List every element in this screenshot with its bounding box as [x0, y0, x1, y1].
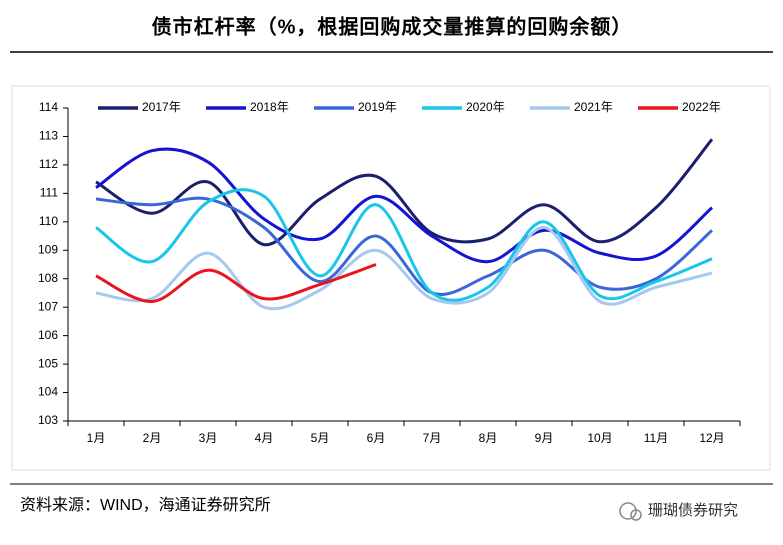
x-tick-label: 12月 — [699, 431, 724, 445]
chart-frame — [11, 85, 771, 471]
y-tick-label: 110 — [39, 214, 58, 228]
legend-label: 2019年 — [358, 100, 397, 114]
chart-title: 债市杠杆率（%，根据回购成交量推算的回购余额） — [152, 14, 633, 38]
y-tick-label: 114 — [39, 100, 58, 114]
x-tick-label: 5月 — [311, 431, 330, 445]
legend-label: 2017年 — [142, 100, 181, 114]
series-line — [95, 263, 377, 303]
x-tick-label: 7月 — [423, 431, 442, 445]
x-tick-label: 3月 — [199, 431, 218, 445]
legend-label: 2018年 — [250, 100, 289, 114]
legend-label: 2022年 — [682, 100, 721, 114]
y-tick-label: 112 — [39, 157, 58, 171]
x-tick-label: 6月 — [367, 431, 386, 445]
y-tick-label: 107 — [38, 299, 58, 313]
series-line — [95, 138, 714, 247]
x-tick-label: 4月 — [255, 431, 274, 445]
y-tick-label: 109 — [38, 242, 58, 256]
legend-label: 2020年 — [466, 100, 505, 114]
legend-label: 2021年 — [574, 100, 613, 114]
x-tick-label: 2月 — [143, 431, 162, 445]
y-tick-label: 108 — [38, 271, 58, 285]
x-tick-label: 1月 — [87, 431, 106, 445]
source: 资料来源：WIND，海通证券研究所 — [20, 496, 271, 514]
y-tick-label: 105 — [38, 356, 58, 370]
watermark: 珊瑚债券研究 — [648, 502, 738, 519]
x-tick-label: 8月 — [479, 431, 498, 445]
y-tick-label: 103 — [38, 413, 58, 427]
series-line — [95, 147, 713, 264]
x-tick-label: 9月 — [535, 431, 554, 445]
x-tick-label: 11月 — [644, 431, 668, 445]
y-tick-label: 113 — [39, 129, 58, 143]
series-line — [95, 188, 713, 302]
y-tick-label: 106 — [38, 328, 58, 342]
watermark-icon — [619, 502, 642, 521]
y-tick-label: 104 — [38, 385, 58, 399]
x-tick-label: 10月 — [587, 431, 612, 445]
series-line — [95, 196, 713, 296]
y-tick-label: 111 — [40, 186, 59, 200]
series-line — [95, 226, 713, 311]
